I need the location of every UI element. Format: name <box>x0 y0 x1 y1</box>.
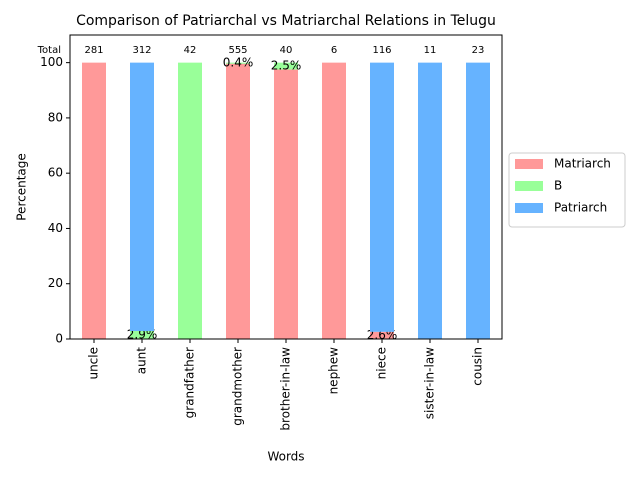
bar-segment <box>370 331 394 339</box>
value-label: 2.9% <box>127 327 158 341</box>
legend-swatch <box>515 181 543 191</box>
bar-segment <box>274 69 298 339</box>
total-label: 312 <box>132 45 151 56</box>
y-axis-label: Percentage <box>15 153 29 221</box>
total-label: 6 <box>331 45 337 56</box>
x-tick-label: brother-in-law <box>279 347 293 431</box>
chart-title: Comparison of Patriarchal vs Matriarchal… <box>76 13 496 29</box>
total-label: 555 <box>228 45 247 56</box>
x-tick-label: nephew <box>327 347 341 395</box>
total-label: 281 <box>84 45 103 56</box>
totals-label: Total <box>37 45 61 56</box>
total-label: 42 <box>184 45 197 56</box>
bar-segment <box>82 62 106 340</box>
x-tick-label: aunt <box>135 347 149 375</box>
total-label: 40 <box>280 45 293 56</box>
bar-segment <box>322 62 346 340</box>
total-label: 11 <box>424 45 437 56</box>
x-tick-label: sister-in-law <box>423 347 437 419</box>
value-label: 2.5% <box>271 59 302 73</box>
legend-label: Matriarch <box>554 157 611 171</box>
plot-frame <box>69 34 503 340</box>
x-tick-label: cousin <box>471 347 485 386</box>
total-label: 23 <box>472 45 485 56</box>
bar-segment <box>130 62 154 331</box>
y-tick-label: 100 <box>40 55 63 69</box>
bar-segment <box>226 63 250 339</box>
legend-label: Patriarch <box>554 201 607 215</box>
y-tick-label: 0 <box>55 332 63 346</box>
legend-swatch <box>515 203 543 213</box>
y-tick-label: 60 <box>48 166 63 180</box>
legend-label: B <box>554 179 562 193</box>
bar-segment <box>226 62 250 64</box>
y-tick-label: 40 <box>48 221 63 235</box>
x-tick-label: grandmother <box>231 347 245 426</box>
bar-segment <box>370 62 394 332</box>
bar-segment <box>130 330 154 339</box>
y-tick-label: 80 <box>48 110 63 124</box>
y-tick-label: 20 <box>48 276 63 290</box>
bar-segment <box>466 62 490 340</box>
x-tick-label: grandfather <box>183 347 197 418</box>
bar-segment <box>418 62 442 340</box>
bar-segment <box>178 62 202 340</box>
bar-segment <box>274 62 298 70</box>
legend-swatch <box>515 159 543 169</box>
x-tick-label: niece <box>375 347 389 379</box>
value-label: 0.4% <box>223 56 254 70</box>
total-label: 116 <box>372 45 391 56</box>
x-tick-label: uncle <box>87 347 101 380</box>
x-axis-label: Words <box>267 450 304 464</box>
